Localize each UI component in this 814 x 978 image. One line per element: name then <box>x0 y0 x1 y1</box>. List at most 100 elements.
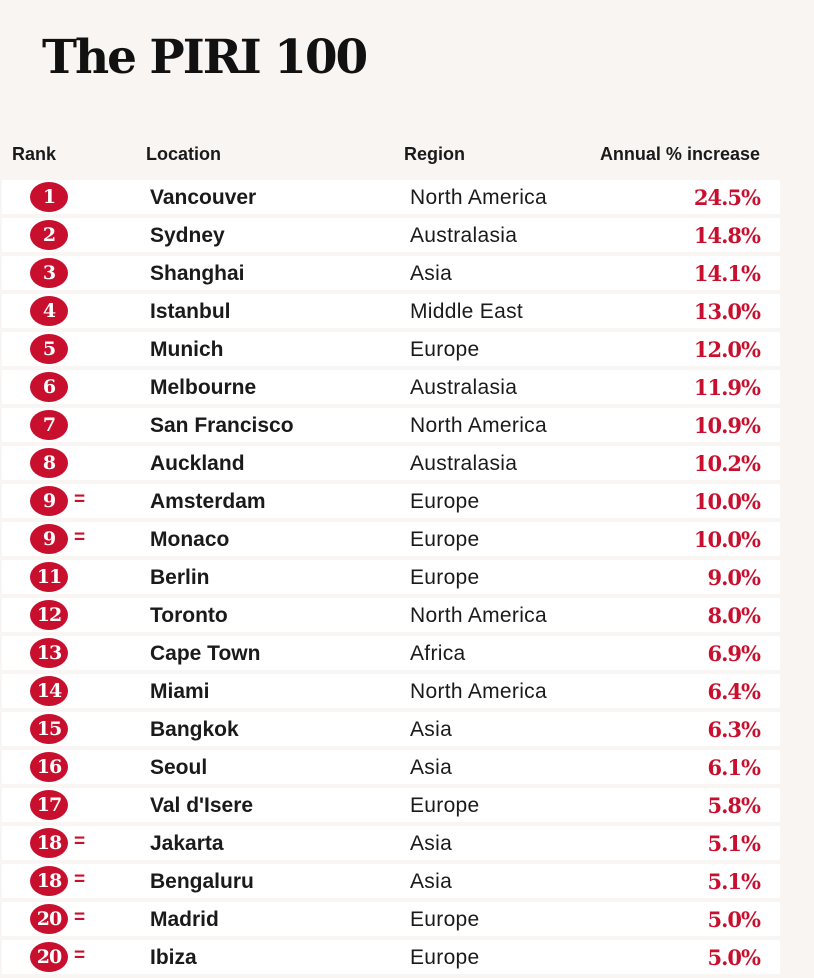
location-cell: Bangkok <box>150 718 239 741</box>
increase-cell: 10.9% <box>693 413 761 438</box>
location-cell: San Francisco <box>150 414 294 437</box>
location-cell: Vancouver <box>150 186 257 209</box>
increase-cell: 13.0% <box>693 299 761 324</box>
column-header-location: Location <box>146 144 221 164</box>
table-row: 18 = Jakarta Asia 5.1% <box>2 826 780 860</box>
rank-badge: 9 <box>30 486 68 516</box>
rank-badge: 5 <box>30 334 68 364</box>
region-cell: Asia <box>410 870 453 893</box>
region-cell: Europe <box>410 946 480 969</box>
tie-marker: = <box>74 907 86 928</box>
table-row: 7 San Francisco North America 10.9% <box>2 408 780 442</box>
region-cell: Europe <box>410 490 480 513</box>
table-row: 6 Melbourne Australasia 11.9% <box>2 370 780 404</box>
table-row: 9 = Monaco Europe 10.0% <box>2 522 780 556</box>
region-cell: Asia <box>410 718 453 741</box>
location-cell: Bengaluru <box>150 870 254 893</box>
rank-badge: 6 <box>30 372 68 402</box>
location-cell: Amsterdam <box>150 490 266 513</box>
table-row: 12 Toronto North America 8.0% <box>2 598 780 632</box>
table-row: 15 Bangkok Asia 6.3% <box>2 712 780 746</box>
region-cell: Africa <box>410 642 466 665</box>
table-row: 13 Cape Town Africa 6.9% <box>2 636 780 670</box>
increase-cell: 5.0% <box>707 945 761 970</box>
increase-cell: 6.3% <box>707 717 761 742</box>
tie-marker: = <box>74 831 86 852</box>
region-cell: Asia <box>410 832 453 855</box>
location-cell: Seoul <box>150 756 208 779</box>
location-cell: Sydney <box>150 224 225 247</box>
rank-badge: 4 <box>30 296 68 326</box>
region-cell: Europe <box>410 528 480 551</box>
rank-badge: 12 <box>30 600 68 630</box>
region-cell: Asia <box>410 756 453 779</box>
rank-badge: 17 <box>30 790 68 820</box>
increase-cell: 14.8% <box>693 223 761 248</box>
location-cell: Madrid <box>150 908 219 931</box>
rank-badge: 1 <box>30 182 68 212</box>
region-cell: Europe <box>410 908 480 931</box>
location-cell: Istanbul <box>150 300 231 323</box>
table-row: 8 Auckland Australasia 10.2% <box>2 446 780 480</box>
rank-badge: 18 <box>30 828 68 858</box>
tie-marker: = <box>74 489 86 510</box>
location-cell: Berlin <box>150 566 210 589</box>
table-row: 20 = Madrid Europe 5.0% <box>2 902 780 936</box>
table-row: 3 Shanghai Asia 14.1% <box>2 256 780 290</box>
table-row: 14 Miami North America 6.4% <box>2 674 780 708</box>
region-cell: Europe <box>410 794 480 817</box>
rank-badge: 8 <box>30 448 68 478</box>
table-row: 2 Sydney Australasia 14.8% <box>2 218 780 252</box>
region-cell: North America <box>410 414 547 437</box>
table-row: 5 Munich Europe 12.0% <box>2 332 780 366</box>
location-cell: Melbourne <box>150 376 257 399</box>
column-header-increase: Annual % increase <box>599 144 760 164</box>
increase-cell: 14.1% <box>693 261 761 286</box>
location-cell: Munich <box>150 338 224 361</box>
increase-cell: 10.0% <box>693 527 761 552</box>
rank-badge: 20 <box>30 904 68 934</box>
table-header: Rank Location Region Annual % increase <box>0 144 814 166</box>
increase-cell: 5.8% <box>707 793 761 818</box>
table-row: 4 Istanbul Middle East 13.0% <box>2 294 780 328</box>
page-title: The PIRI 100 <box>42 30 368 85</box>
tie-marker: = <box>74 945 86 966</box>
rank-badge: 11 <box>30 562 68 592</box>
region-cell: Australasia <box>410 452 518 475</box>
column-header-region: Region <box>404 144 465 164</box>
region-cell: Asia <box>410 262 453 285</box>
location-cell: Miami <box>150 680 210 703</box>
region-cell: Europe <box>410 338 480 361</box>
column-header-rank: Rank <box>12 144 57 164</box>
location-cell: Ibiza <box>150 946 197 969</box>
table-row: 1 Vancouver North America 24.5% <box>2 180 780 214</box>
rank-badge: 20 <box>30 942 68 972</box>
location-cell: Toronto <box>150 604 228 627</box>
increase-cell: 12.0% <box>693 337 761 362</box>
increase-cell: 6.9% <box>707 641 761 666</box>
region-cell: North America <box>410 680 547 703</box>
region-cell: North America <box>410 186 547 209</box>
table-row: 17 Val d'Isere Europe 5.8% <box>2 788 780 822</box>
increase-cell: 5.0% <box>707 907 761 932</box>
increase-cell: 6.4% <box>707 679 761 704</box>
increase-cell: 9.0% <box>707 565 761 590</box>
increase-cell: 11.9% <box>693 375 761 400</box>
increase-cell: 10.0% <box>693 489 761 514</box>
region-cell: Australasia <box>410 376 518 399</box>
increase-cell: 5.1% <box>707 869 761 894</box>
tie-marker: = <box>74 869 86 890</box>
region-cell: Europe <box>410 566 480 589</box>
increase-cell: 10.2% <box>693 451 761 476</box>
rank-badge: 7 <box>30 410 68 440</box>
increase-cell: 24.5% <box>693 185 761 210</box>
table-row: 11 Berlin Europe 9.0% <box>2 560 780 594</box>
region-cell: North America <box>410 604 547 627</box>
table-row: 20 = Ibiza Europe 5.0% <box>2 940 780 974</box>
rank-badge: 3 <box>30 258 68 288</box>
location-cell: Cape Town <box>150 642 261 665</box>
rank-badge: 16 <box>30 752 68 782</box>
rank-badge: 13 <box>30 638 68 668</box>
rank-badge: 14 <box>30 676 68 706</box>
location-cell: Auckland <box>150 452 245 475</box>
